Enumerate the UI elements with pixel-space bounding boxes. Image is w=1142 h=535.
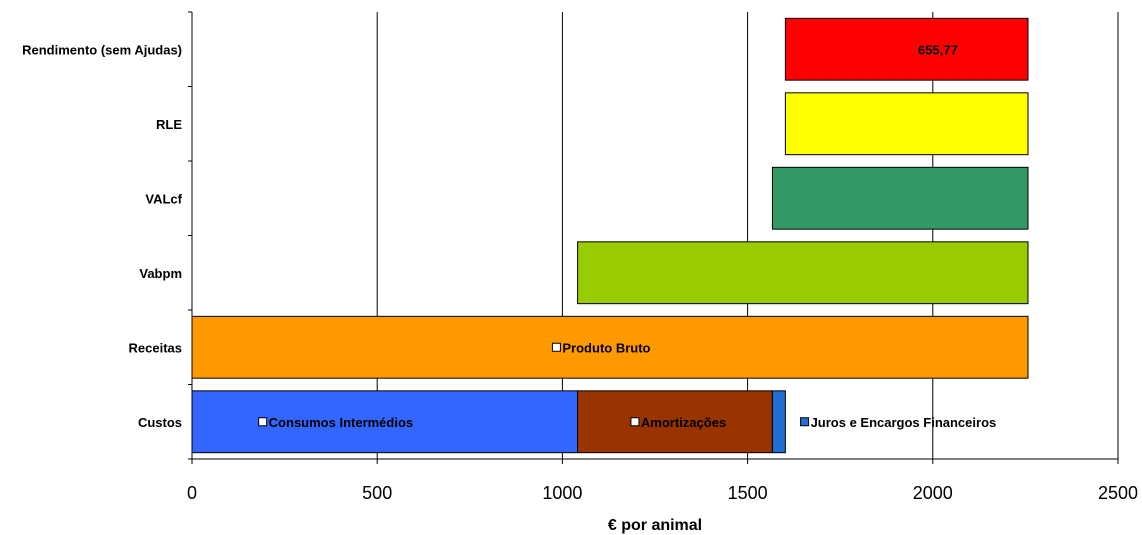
x-tick-label: 0: [187, 483, 197, 503]
tick-labels: 0 500 1000 1500 2000 2500: [187, 483, 1138, 503]
segment-label: Consumos Intermédios: [269, 415, 413, 430]
segment-label: Juros e Encargos Financeiros: [811, 415, 997, 430]
category-label: Vabpm: [139, 266, 182, 281]
segment-label: Amortizações: [641, 415, 726, 430]
legend-marker: [630, 417, 640, 427]
category-labels: Rendimento (sem Ajudas) RLE VALcf Vabpm Rece…: [22, 42, 183, 430]
category-label: RLE: [156, 117, 182, 132]
x-tick-label: 1500: [728, 483, 768, 503]
x-axis-title: € por animal: [608, 517, 702, 534]
category-label: Rendimento (sem Ajudas): [22, 42, 182, 57]
legend-marker: [800, 417, 810, 427]
x-tick-label: 1000: [542, 483, 582, 503]
bar-rendimento-sem-ajudas: [784, 17, 1029, 81]
category-label: Custos: [138, 415, 182, 430]
segment-labels: 655,77 Produto Bruto Consumos Intermédios A…: [258, 42, 997, 430]
x-tick-label: 500: [362, 483, 392, 503]
grid-lines: [376, 12, 1119, 459]
segment-label: 655,77: [918, 42, 958, 57]
x-tick-label: 2500: [1098, 483, 1138, 503]
x-tick-label: 2000: [913, 483, 953, 503]
bar-custos-seg-2: [771, 390, 786, 454]
segment-label: Produto Bruto: [562, 340, 650, 355]
legend-marker: [551, 342, 561, 352]
category-label: VALcf: [145, 191, 182, 206]
bar-custos-seg-1: [577, 390, 773, 454]
bars: [191, 17, 1029, 454]
bar-vabpm: [577, 241, 1029, 305]
bar-valcf: [771, 166, 1029, 230]
category-label: Receitas: [129, 340, 182, 355]
bar-rle: [784, 92, 1029, 156]
bar-receitas: [191, 315, 1029, 379]
legend-marker: [258, 417, 268, 427]
axes: [188, 11, 1119, 464]
